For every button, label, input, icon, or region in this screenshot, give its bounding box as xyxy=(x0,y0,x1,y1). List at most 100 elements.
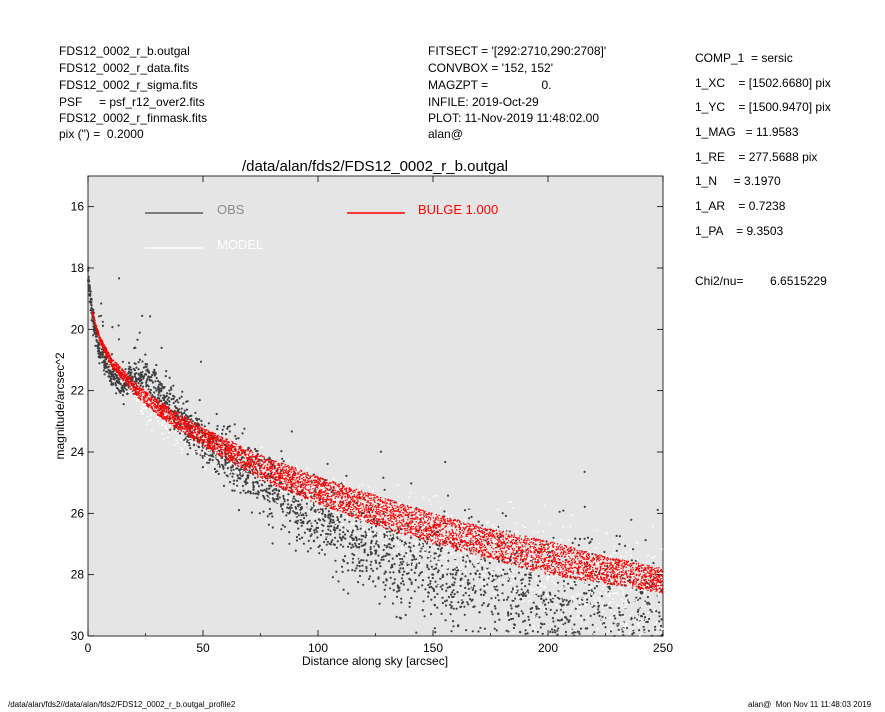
obs-point xyxy=(472,599,474,601)
obs-point xyxy=(268,524,270,526)
model-point xyxy=(574,568,576,570)
model-point xyxy=(600,592,602,594)
obs-point xyxy=(297,504,299,506)
model-point xyxy=(623,591,625,593)
obs-point xyxy=(162,387,164,389)
model-point xyxy=(306,468,308,470)
model-point xyxy=(591,605,593,607)
obs-point xyxy=(465,565,467,567)
obs-point xyxy=(419,539,421,541)
model-point xyxy=(636,559,638,561)
model-point xyxy=(361,519,363,521)
obs-point xyxy=(250,492,252,494)
model-point xyxy=(261,447,263,449)
model-point xyxy=(318,524,320,526)
obs-point xyxy=(486,583,488,585)
obs-point xyxy=(303,517,305,519)
obs-point xyxy=(298,534,300,536)
model-point xyxy=(536,591,538,593)
model-point xyxy=(433,495,435,497)
model-point xyxy=(514,588,516,590)
obs-point xyxy=(314,509,316,511)
obs-point xyxy=(299,503,301,505)
obs-point xyxy=(258,485,260,487)
obs-point xyxy=(118,338,120,340)
obs-point xyxy=(474,572,476,574)
model-point xyxy=(610,610,612,612)
model-point xyxy=(454,557,456,559)
obs-point xyxy=(149,391,151,393)
obs-point xyxy=(308,540,310,542)
bulge-point xyxy=(420,512,422,514)
obs-point xyxy=(304,532,306,534)
model-point xyxy=(579,612,581,614)
obs-point xyxy=(382,581,384,583)
obs-point xyxy=(587,537,589,539)
obs-point xyxy=(328,513,330,515)
obs-point xyxy=(415,632,417,634)
obs-point xyxy=(488,577,490,579)
obs-point xyxy=(478,534,480,536)
model-point xyxy=(623,622,625,624)
obs-point xyxy=(396,536,398,538)
model-point xyxy=(657,613,659,615)
obs-point xyxy=(349,543,351,545)
model-point xyxy=(398,535,400,537)
model-point xyxy=(461,571,463,573)
model-point xyxy=(259,481,261,483)
bulge-point xyxy=(465,523,467,525)
obs-point xyxy=(510,604,512,606)
model-point xyxy=(591,586,593,588)
model-point xyxy=(570,583,572,585)
obs-point xyxy=(427,591,429,593)
obs-point xyxy=(525,629,527,631)
model-point xyxy=(296,515,298,517)
obs-point xyxy=(372,580,374,582)
obs-point xyxy=(500,574,502,576)
model-point xyxy=(405,537,407,539)
obs-point xyxy=(321,513,323,515)
obs-point xyxy=(293,501,295,503)
obs-point xyxy=(90,298,92,300)
obs-point xyxy=(386,546,388,548)
obs-point xyxy=(374,585,376,587)
obs-point xyxy=(538,595,540,597)
obs-point xyxy=(473,566,475,568)
obs-point xyxy=(449,604,451,606)
obs-point xyxy=(578,544,580,546)
obs-point xyxy=(352,558,354,560)
obs-point xyxy=(527,589,529,591)
model-point xyxy=(336,521,338,523)
obs-point xyxy=(305,512,307,514)
obs-point xyxy=(245,483,247,485)
model-point xyxy=(448,574,450,576)
bulge-point xyxy=(350,497,352,499)
obs-point xyxy=(658,615,660,617)
model-point xyxy=(407,562,409,564)
model-point xyxy=(375,546,377,548)
model-point xyxy=(540,583,542,585)
obs-point xyxy=(445,590,447,592)
obs-point xyxy=(385,570,387,572)
model-point xyxy=(581,623,583,625)
bulge-point xyxy=(323,494,325,496)
bulge-point xyxy=(594,579,596,581)
bulge-point xyxy=(485,534,487,536)
obs-point xyxy=(120,383,122,385)
obs-point xyxy=(111,353,113,355)
obs-point xyxy=(433,604,435,606)
obs-point xyxy=(364,551,366,553)
obs-point xyxy=(452,625,454,627)
obs-point xyxy=(174,405,176,407)
obs-point xyxy=(523,593,525,595)
bulge-point xyxy=(522,559,524,561)
model-point xyxy=(636,614,638,616)
obs-point xyxy=(384,596,386,598)
obs-point xyxy=(453,608,455,610)
model-point xyxy=(485,586,487,588)
obs-point xyxy=(494,628,496,630)
model-point xyxy=(384,529,386,531)
obs-point xyxy=(540,595,542,597)
model-point xyxy=(287,511,289,513)
model-point xyxy=(402,527,404,529)
